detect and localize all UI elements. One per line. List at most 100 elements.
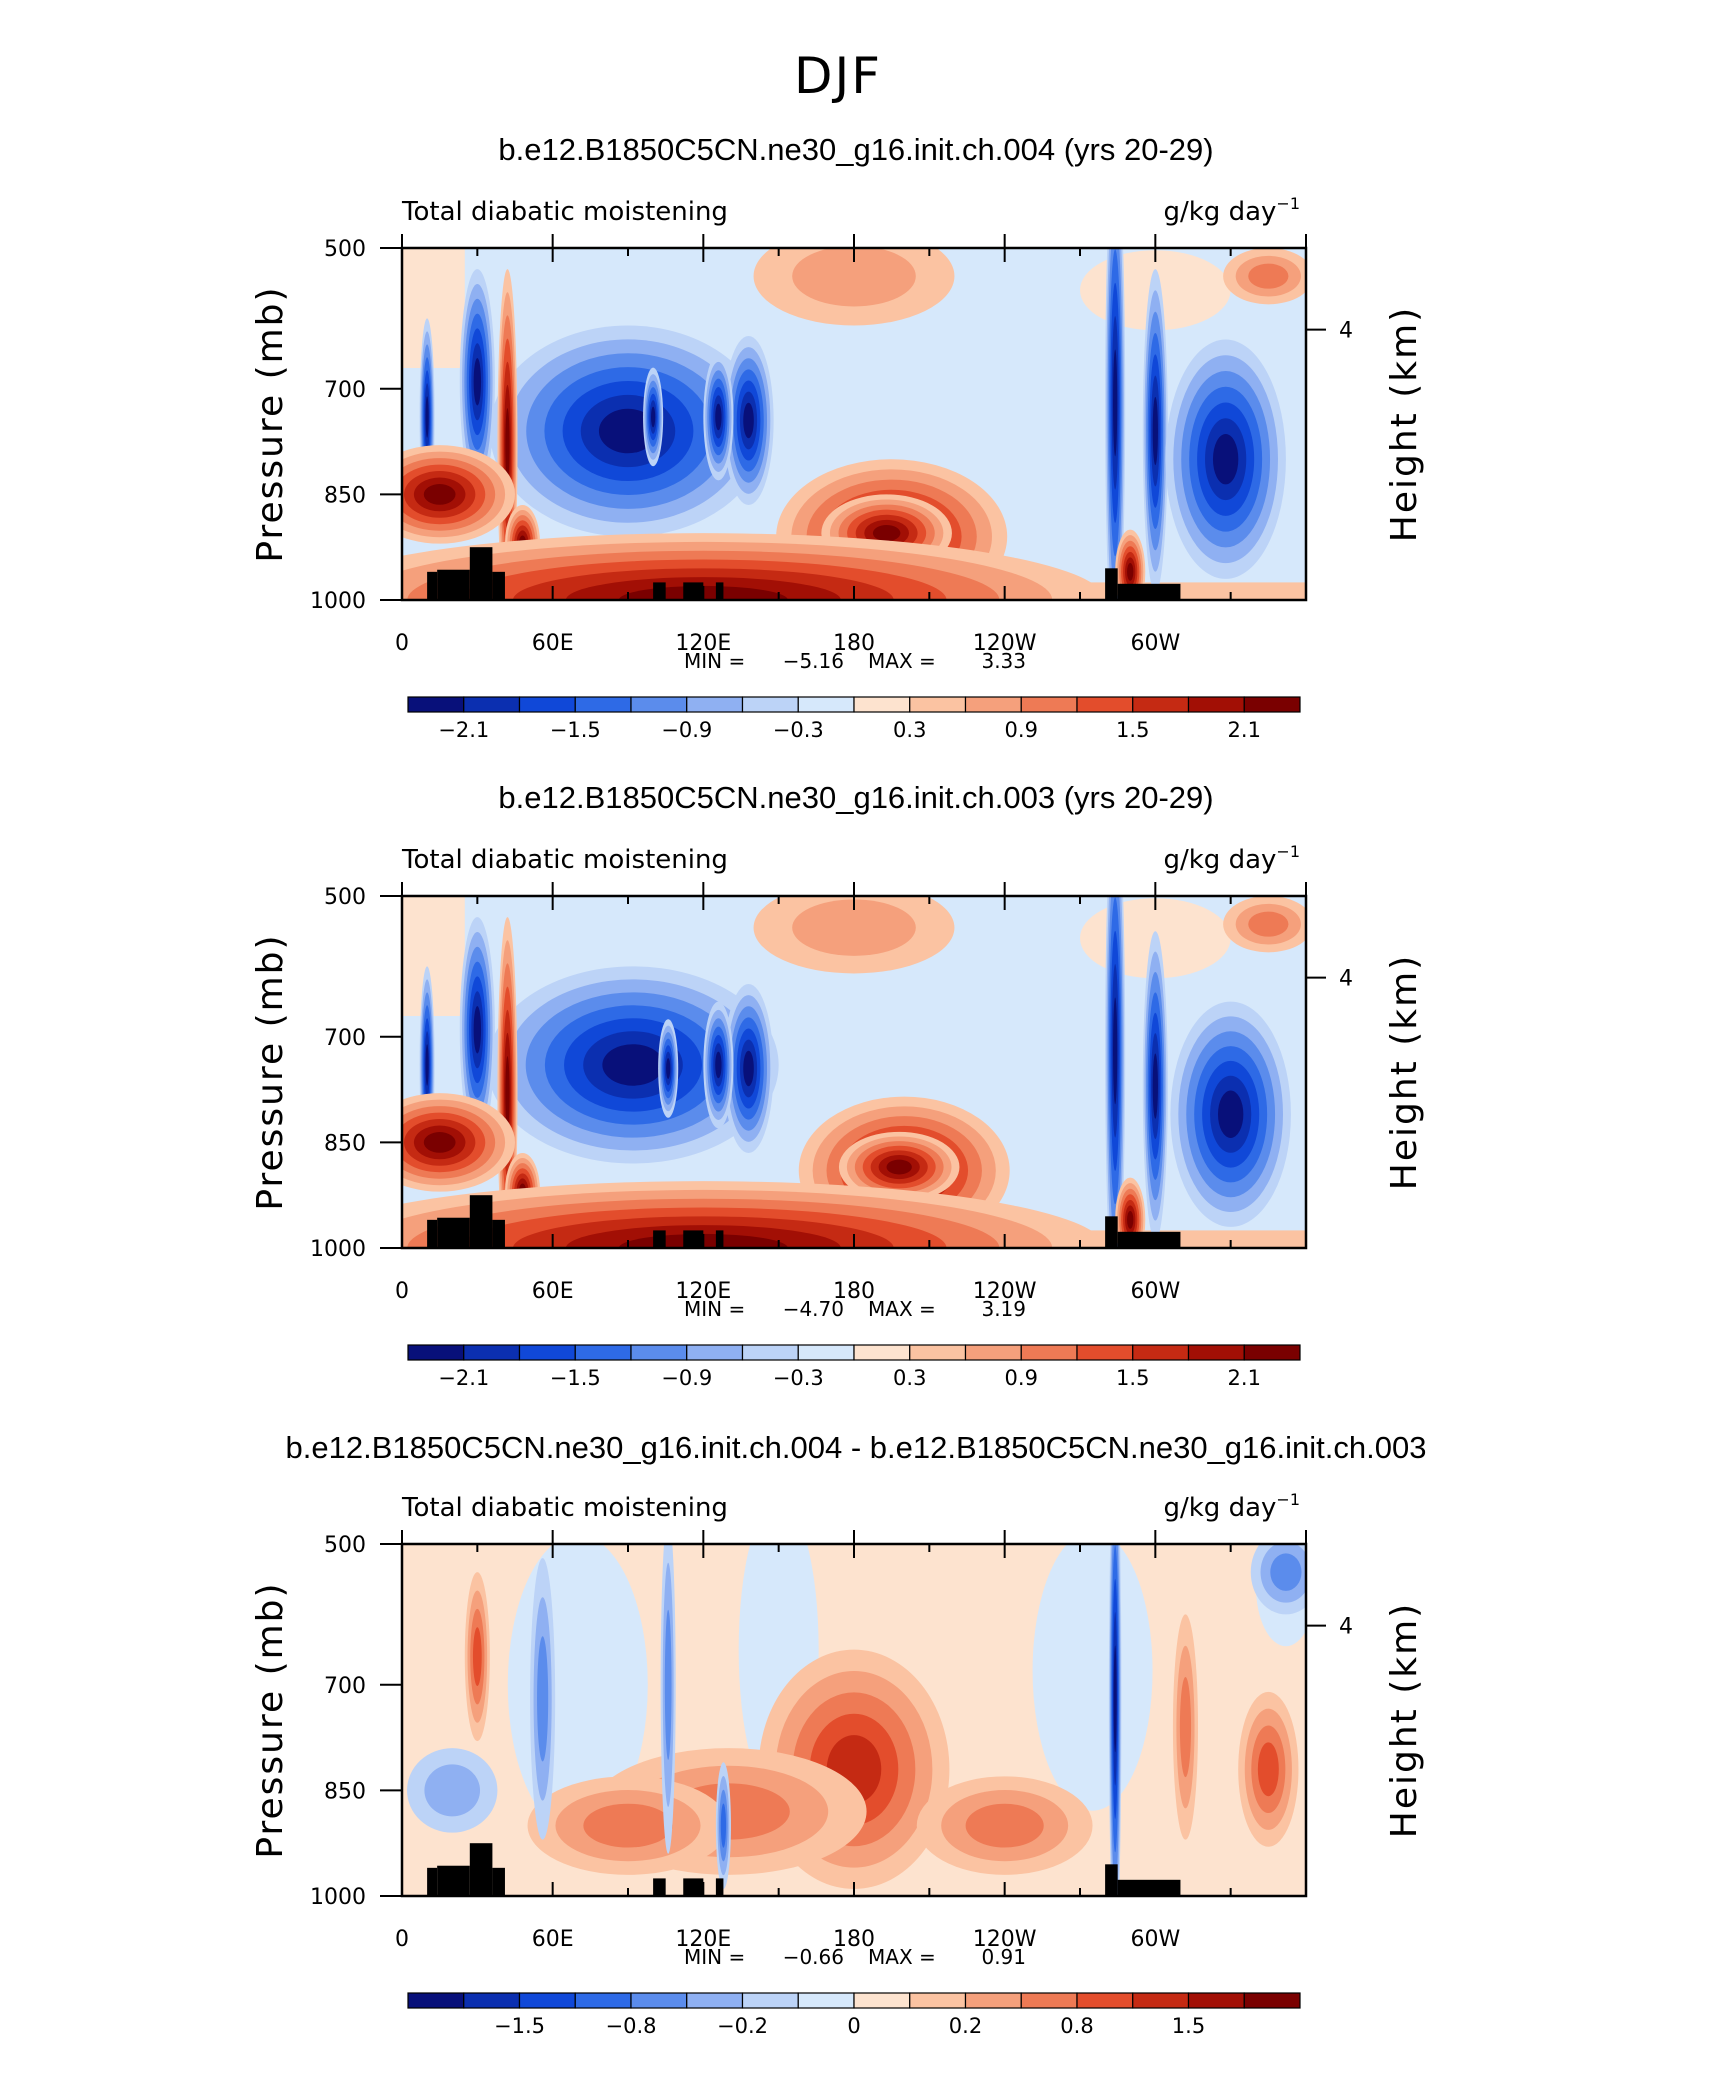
- max-label: MAX =: [868, 1297, 936, 1321]
- contour-feature: [703, 353, 734, 481]
- colorbar: −1.5 −0.8 −0.2 0 0.2 0.8 1.5: [407, 1992, 1301, 2038]
- contour-band: [1248, 263, 1289, 289]
- ylabel: Pressure (mb): [250, 1581, 291, 1858]
- ytick-label: 500: [324, 237, 366, 262]
- contour-band: [505, 1056, 510, 1131]
- terrain-block: [469, 547, 493, 600]
- terrain-block: [715, 582, 724, 600]
- contour-band: [1127, 1210, 1134, 1229]
- contour-band: [583, 1803, 673, 1848]
- field-patch: [402, 248, 465, 368]
- colorbar-label: 2.1: [1228, 1366, 1261, 1390]
- ytick-label: 1000: [310, 1885, 366, 1910]
- ytick-label: 850: [324, 1779, 366, 1804]
- xtick-label: 120W: [973, 1279, 1037, 1304]
- colorbar-label: −0.9: [661, 1366, 712, 1390]
- contour-feature: [464, 1572, 490, 1742]
- colorbar-box: [1020, 1992, 1078, 2009]
- colorbar-box: [463, 696, 521, 713]
- contour-feature: [1115, 529, 1146, 600]
- contour-feature: [407, 1748, 498, 1833]
- xtick-label: 120W: [973, 631, 1037, 656]
- colorbar-box: [1132, 1992, 1190, 2009]
- contour-feature: [715, 1762, 731, 1889]
- contour-band: [472, 1627, 482, 1687]
- colorbar-label: −1.5: [550, 718, 601, 742]
- ytick-label: 850: [324, 483, 366, 508]
- terrain-block: [492, 1219, 505, 1248]
- colorbar-box: [909, 696, 967, 713]
- contour-band: [743, 1050, 754, 1087]
- ytick-label: 500: [324, 885, 366, 910]
- figure-title: DJF: [794, 47, 882, 105]
- terrain-block: [427, 1867, 438, 1896]
- terrain-block: [715, 1230, 724, 1248]
- xtick-label: 0: [395, 631, 409, 656]
- colorbar-box: [518, 1992, 576, 2009]
- colorbar-box: [964, 696, 1022, 713]
- xtick-label: 0: [395, 1279, 409, 1304]
- max-label: MAX =: [868, 1945, 936, 1969]
- right-tick-label: 4: [1339, 1615, 1353, 1640]
- colorbar-box: [797, 696, 855, 713]
- right-tick-label: 4: [1339, 967, 1353, 992]
- contour-band: [1152, 1053, 1158, 1119]
- panel-title: b.e12.B1850C5CN.ne30_g16.init.ch.003 (yr…: [498, 780, 1213, 815]
- contour-feature: [703, 1001, 734, 1129]
- terrain-block: [653, 1878, 666, 1896]
- terrain-block: [715, 1878, 724, 1896]
- contour-feature: [643, 367, 664, 467]
- colorbar-label: −0.9: [661, 718, 712, 742]
- contour-band: [1113, 997, 1118, 1105]
- terrain-block: [469, 1195, 493, 1248]
- panel-title: b.e12.B1850C5CN.ne30_g16.init.ch.004 - b…: [286, 1430, 1427, 1465]
- contour-feature: [402, 445, 515, 544]
- contour-band: [666, 1058, 671, 1079]
- field-patch: [1032, 1544, 1153, 1811]
- contour-band: [1113, 349, 1118, 457]
- colorbar-label: 0.2: [949, 2014, 982, 2038]
- contour-band: [650, 406, 656, 428]
- contour-band: [1127, 562, 1134, 581]
- field-patch: [402, 896, 465, 1016]
- colorbar-box: [1076, 1344, 1134, 1361]
- contour-band: [598, 408, 658, 454]
- terrain-block: [683, 1878, 704, 1896]
- colorbar-box: [741, 696, 799, 713]
- colorbar-label: 0.3: [893, 718, 926, 742]
- contour-band: [1113, 1645, 1117, 1753]
- terrain-block: [1105, 1216, 1118, 1248]
- contour-band: [715, 403, 722, 431]
- terrain-block: [492, 571, 505, 600]
- contour-feature: [1165, 339, 1286, 579]
- contour-feature: [1172, 1614, 1199, 1840]
- terrain-block: [469, 1843, 493, 1896]
- terrain-block: [683, 1230, 704, 1248]
- terrain-mask: [427, 547, 1181, 600]
- xtick-label: 60W: [1130, 631, 1180, 656]
- contour-band: [664, 1609, 672, 1760]
- contour-band: [1270, 1553, 1302, 1591]
- contour-band: [1217, 1090, 1244, 1138]
- contour-band: [423, 484, 456, 505]
- contour-band: [792, 899, 916, 956]
- colorbar-box: [1243, 1344, 1301, 1361]
- contour-band: [743, 402, 754, 439]
- terrain-block: [437, 1865, 470, 1896]
- contour-feature: [459, 269, 495, 495]
- contour-band: [886, 1159, 912, 1175]
- ylabel: Pressure (mb): [250, 933, 291, 1210]
- colorbar-box: [1243, 696, 1301, 713]
- xtick-label: 60W: [1130, 1927, 1180, 1952]
- ytick-label: 1000: [310, 589, 366, 614]
- contour-feature: [489, 325, 767, 537]
- terrain-block: [1117, 583, 1181, 600]
- terrain-block: [427, 571, 438, 600]
- contour-band: [425, 1044, 429, 1086]
- ytick-label: 700: [324, 1026, 366, 1051]
- colorbar-box: [964, 1992, 1022, 2009]
- colorbar-box: [518, 696, 576, 713]
- ylabel-right: Height (km): [1384, 1602, 1425, 1838]
- colorbar-label: −0.8: [606, 2014, 657, 2038]
- panel-title: b.e12.B1850C5CN.ne30_g16.init.ch.004 (yr…: [498, 132, 1213, 167]
